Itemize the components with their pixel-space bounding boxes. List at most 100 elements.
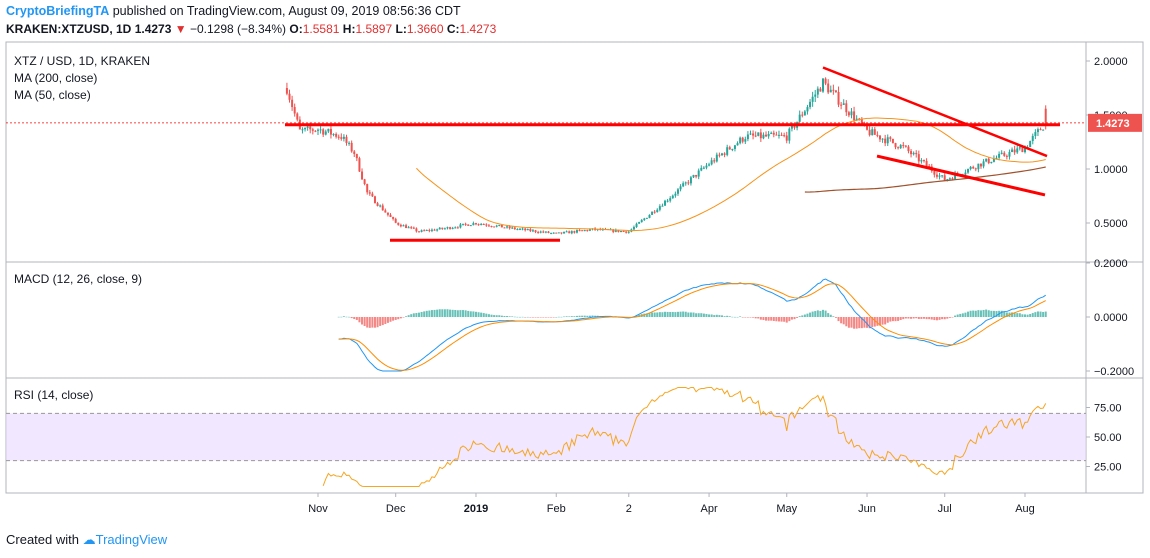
time-tick-label: Aug bbox=[1015, 503, 1035, 515]
tradingview-brand[interactable]: TradingView bbox=[95, 532, 168, 547]
macd-histogram-bar bbox=[878, 317, 881, 326]
candle-body bbox=[819, 88, 822, 92]
candle-body bbox=[399, 224, 402, 227]
macd-histogram-bar bbox=[876, 317, 879, 326]
macd-histogram-bar bbox=[868, 317, 871, 329]
candle-body bbox=[495, 225, 498, 227]
time-tick-label: Nov bbox=[308, 503, 328, 515]
rsi-pane-title: RSI (14, close) bbox=[14, 388, 94, 402]
macd-histogram-bar bbox=[765, 317, 768, 321]
candle-body bbox=[588, 229, 591, 231]
macd-histogram-bar bbox=[855, 317, 858, 329]
candle-body bbox=[638, 222, 641, 224]
candle-body bbox=[736, 143, 739, 146]
candle-body bbox=[464, 223, 467, 225]
macd-histogram-bar bbox=[407, 315, 410, 317]
candle-body bbox=[534, 230, 537, 233]
macd-histogram-bar bbox=[581, 315, 584, 317]
candle-body bbox=[371, 193, 374, 197]
macd-histogram-bar bbox=[542, 317, 545, 318]
close-value: 1.4273 bbox=[459, 22, 497, 36]
candle-body bbox=[977, 163, 980, 170]
macd-histogram-bar bbox=[780, 317, 783, 322]
candle-body bbox=[368, 192, 371, 194]
candle-body bbox=[469, 225, 472, 227]
macd-histogram-bar bbox=[943, 317, 946, 320]
candle-body bbox=[581, 230, 584, 232]
candle-body bbox=[933, 170, 936, 175]
macd-histogram-bar bbox=[653, 312, 656, 317]
macd-histogram-bar bbox=[415, 313, 418, 317]
candle-body bbox=[777, 134, 780, 136]
candle-body bbox=[845, 103, 848, 113]
candle-body bbox=[462, 223, 465, 225]
macd-histogram-bar bbox=[485, 313, 488, 317]
macd-histogram-bar bbox=[806, 313, 809, 317]
macd-histogram-bar bbox=[762, 317, 765, 321]
candle-body bbox=[1008, 152, 1011, 157]
macd-histogram-bar bbox=[371, 317, 374, 328]
candle-body bbox=[832, 89, 835, 91]
candle-body bbox=[811, 96, 814, 102]
candle-body bbox=[373, 196, 376, 204]
macd-histogram-bar bbox=[705, 313, 708, 317]
candle-body bbox=[301, 129, 304, 131]
macd-histogram-bar bbox=[464, 310, 467, 317]
price-change: −0.1298 (−8.34%) bbox=[189, 22, 287, 36]
chart-frame bbox=[5, 41, 1144, 494]
macd-histogram-bar bbox=[840, 317, 843, 324]
candle-body bbox=[405, 225, 408, 229]
macd-histogram-bar bbox=[1021, 314, 1024, 317]
candle-body bbox=[293, 107, 296, 114]
macd-histogram-bar bbox=[656, 312, 659, 317]
macd-histogram-bar bbox=[1039, 311, 1042, 317]
macd-histogram-bar bbox=[671, 311, 674, 317]
candle-body bbox=[866, 124, 869, 130]
macd-histogram-bar bbox=[438, 309, 441, 317]
macd-histogram-bar bbox=[915, 317, 918, 319]
high-value: 1.5897 bbox=[355, 22, 393, 36]
candle-body bbox=[547, 231, 550, 234]
time-tick-label: 2 bbox=[626, 503, 632, 515]
macd-histogram-bar bbox=[964, 312, 967, 317]
macd-histogram-bar bbox=[925, 317, 928, 320]
candle-body bbox=[487, 225, 490, 227]
candle-body bbox=[798, 114, 801, 122]
candle-body bbox=[850, 111, 853, 116]
macd-histogram-bar bbox=[547, 317, 550, 318]
macd-histogram-bar bbox=[1011, 312, 1014, 317]
author-link[interactable]: CryptoBriefingTA bbox=[6, 4, 110, 18]
candle-body bbox=[902, 145, 905, 147]
candle-body bbox=[563, 231, 566, 234]
macd-histogram-bar bbox=[723, 316, 726, 317]
macd-histogram-bar bbox=[433, 309, 436, 317]
candle-body bbox=[317, 129, 319, 131]
candle-body bbox=[407, 227, 410, 229]
macd-histogram-bar bbox=[550, 317, 553, 318]
candle-body bbox=[550, 232, 553, 234]
candle-body bbox=[508, 226, 511, 229]
candle-body bbox=[570, 231, 573, 234]
macd-histogram-bar bbox=[557, 316, 560, 318]
candle-body bbox=[656, 209, 659, 213]
macd-histogram-bar bbox=[537, 317, 540, 318]
macd-histogram-bar bbox=[721, 315, 723, 317]
candle-body bbox=[309, 126, 312, 130]
candle-body bbox=[790, 124, 793, 129]
macd-histogram-bar bbox=[441, 309, 444, 317]
candle-body bbox=[943, 175, 946, 181]
macd-histogram-bar bbox=[358, 317, 361, 323]
candle-body bbox=[454, 227, 457, 229]
macd-histogram-bar bbox=[1044, 311, 1047, 317]
macd-histogram-bar bbox=[666, 311, 669, 317]
candle-body bbox=[285, 88, 288, 94]
candle-body bbox=[876, 134, 879, 136]
macd-histogram-bar bbox=[563, 316, 566, 318]
rsi-tick-label: 75.00 bbox=[1094, 403, 1122, 415]
candle-body bbox=[954, 173, 957, 180]
candle-body bbox=[705, 165, 708, 168]
macd-histogram-bar bbox=[506, 316, 509, 317]
macd-histogram-bar bbox=[1003, 311, 1006, 317]
macd-histogram-bar bbox=[814, 311, 817, 317]
